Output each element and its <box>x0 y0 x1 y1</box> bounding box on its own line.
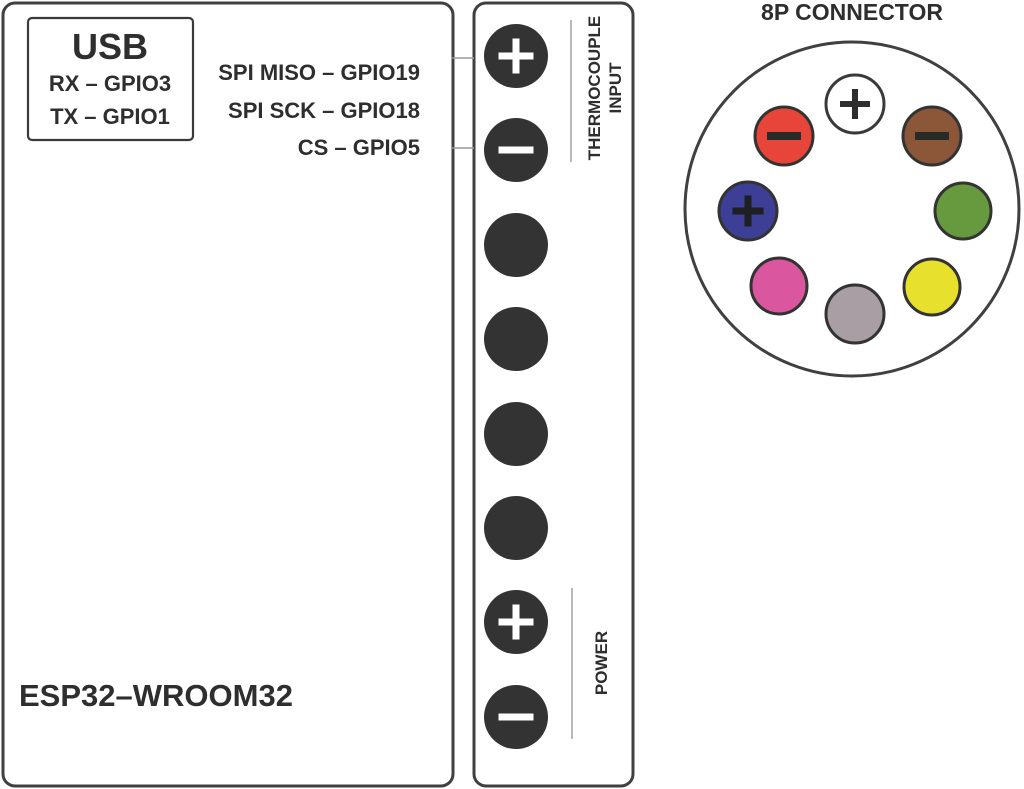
svg-text:SPI MISO – GPIO19: SPI MISO – GPIO19 <box>218 60 420 85</box>
svg-text:SPI SCK – GPIO18: SPI SCK – GPIO18 <box>228 98 420 123</box>
svg-text:THERMOCOUPLE: THERMOCOUPLE <box>585 16 604 161</box>
svg-text:POWER: POWER <box>592 631 611 695</box>
svg-text:ESP32–WROOM32: ESP32–WROOM32 <box>19 678 293 713</box>
svg-text:8P CONNECTOR: 8P CONNECTOR <box>761 0 943 25</box>
svg-text:CS – GPIO5: CS – GPIO5 <box>298 135 420 160</box>
svg-text:INPUT: INPUT <box>606 62 625 114</box>
svg-text:USB: USB <box>72 26 148 67</box>
svg-text:TX – GPIO1: TX – GPIO1 <box>50 104 170 129</box>
svg-text:RX – GPIO3: RX – GPIO3 <box>49 71 171 96</box>
